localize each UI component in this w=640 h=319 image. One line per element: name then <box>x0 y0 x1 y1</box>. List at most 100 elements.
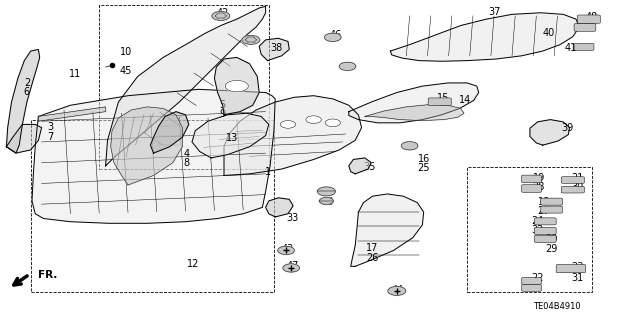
Polygon shape <box>106 6 266 166</box>
Text: 6: 6 <box>24 87 30 97</box>
Text: 7: 7 <box>47 131 53 142</box>
FancyBboxPatch shape <box>534 218 556 225</box>
Text: 26: 26 <box>366 253 379 263</box>
Polygon shape <box>32 89 275 223</box>
Text: 10: 10 <box>120 47 132 57</box>
Text: 11: 11 <box>69 69 82 79</box>
FancyBboxPatch shape <box>428 98 451 106</box>
Circle shape <box>339 62 356 70</box>
Text: 44: 44 <box>392 285 404 295</box>
Polygon shape <box>150 112 189 153</box>
Polygon shape <box>266 198 293 217</box>
Circle shape <box>306 116 321 123</box>
Polygon shape <box>192 113 269 158</box>
FancyBboxPatch shape <box>541 198 563 205</box>
Polygon shape <box>6 124 42 153</box>
Bar <box>31 120 274 292</box>
Text: 20: 20 <box>545 234 558 244</box>
Text: 43: 43 <box>282 244 294 255</box>
Text: 25: 25 <box>417 163 430 174</box>
FancyBboxPatch shape <box>522 285 541 291</box>
Text: 22: 22 <box>531 273 544 283</box>
FancyBboxPatch shape <box>534 227 556 234</box>
Polygon shape <box>38 107 106 121</box>
FancyBboxPatch shape <box>574 43 594 50</box>
FancyBboxPatch shape <box>541 206 563 213</box>
Text: 33: 33 <box>286 212 299 223</box>
FancyBboxPatch shape <box>522 175 541 183</box>
Circle shape <box>319 197 333 204</box>
Bar <box>99 5 269 169</box>
Text: 18: 18 <box>538 197 550 207</box>
FancyBboxPatch shape <box>574 24 596 31</box>
Bar <box>467 167 592 292</box>
Polygon shape <box>351 194 424 266</box>
FancyBboxPatch shape <box>534 235 556 242</box>
Text: 37: 37 <box>488 7 500 17</box>
Polygon shape <box>349 158 371 174</box>
Text: 24: 24 <box>531 216 544 226</box>
Text: 36: 36 <box>321 197 334 207</box>
Text: FR.: FR. <box>38 270 58 280</box>
Circle shape <box>280 121 296 128</box>
Text: 21: 21 <box>572 173 584 183</box>
Text: 47: 47 <box>286 261 299 271</box>
Text: 46: 46 <box>330 30 342 40</box>
Text: 3: 3 <box>47 122 53 132</box>
Text: TE04B4910: TE04B4910 <box>533 302 580 311</box>
Polygon shape <box>349 83 479 123</box>
Text: 39: 39 <box>561 123 574 133</box>
Polygon shape <box>6 49 40 153</box>
Circle shape <box>212 11 230 20</box>
Text: 42: 42 <box>216 8 229 19</box>
Polygon shape <box>259 38 289 61</box>
FancyBboxPatch shape <box>522 185 541 192</box>
FancyBboxPatch shape <box>577 15 600 23</box>
Text: 1: 1 <box>264 167 271 177</box>
Text: 9: 9 <box>220 109 226 119</box>
Circle shape <box>242 35 260 44</box>
Polygon shape <box>530 120 570 145</box>
Circle shape <box>325 119 340 127</box>
Text: 41: 41 <box>564 43 577 54</box>
Text: 32: 32 <box>531 225 544 235</box>
Text: 4: 4 <box>184 149 190 159</box>
Text: 23: 23 <box>572 262 584 272</box>
Text: 2: 2 <box>24 78 30 88</box>
Circle shape <box>388 286 406 295</box>
Text: 15: 15 <box>436 93 449 103</box>
Polygon shape <box>390 13 579 61</box>
FancyBboxPatch shape <box>561 186 584 193</box>
Text: 16: 16 <box>417 154 430 164</box>
Polygon shape <box>224 96 362 175</box>
FancyBboxPatch shape <box>556 264 586 273</box>
Text: 31: 31 <box>572 273 584 283</box>
Text: 14: 14 <box>459 94 472 105</box>
Circle shape <box>225 80 248 92</box>
Circle shape <box>283 264 300 272</box>
Text: 5: 5 <box>220 100 226 110</box>
Polygon shape <box>365 105 464 121</box>
Text: 12: 12 <box>187 259 200 269</box>
Circle shape <box>278 246 294 255</box>
Text: 45: 45 <box>120 66 132 76</box>
FancyBboxPatch shape <box>522 278 541 284</box>
Text: 8: 8 <box>184 158 190 168</box>
Text: 17: 17 <box>366 243 379 253</box>
Circle shape <box>324 33 341 41</box>
Circle shape <box>401 142 418 150</box>
Polygon shape <box>111 107 182 185</box>
FancyBboxPatch shape <box>561 177 584 183</box>
Text: 28: 28 <box>532 182 545 192</box>
Circle shape <box>317 187 335 196</box>
Text: 38: 38 <box>270 43 283 54</box>
Text: 34: 34 <box>321 187 334 197</box>
Text: 35: 35 <box>364 161 376 172</box>
Text: 29: 29 <box>545 244 558 254</box>
Text: 48: 48 <box>586 11 598 22</box>
Text: 19: 19 <box>532 173 545 183</box>
Polygon shape <box>214 57 259 115</box>
Text: 13: 13 <box>225 133 238 143</box>
Text: 27: 27 <box>538 205 550 216</box>
Text: 30: 30 <box>572 182 584 192</box>
